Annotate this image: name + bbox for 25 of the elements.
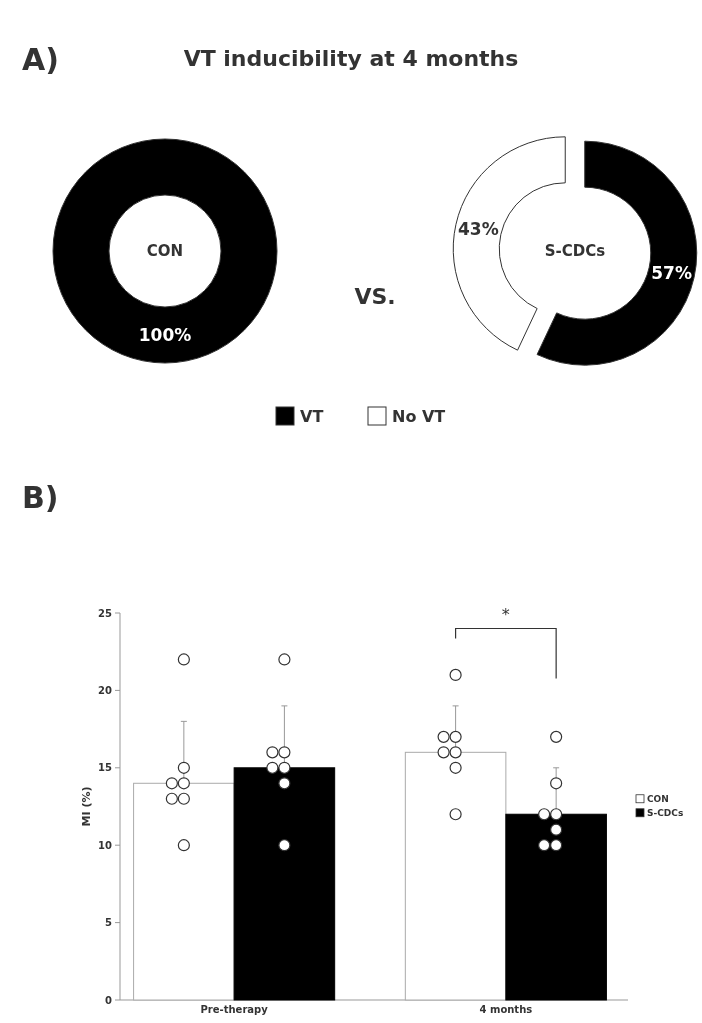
slice-label: CON bbox=[146, 242, 184, 261]
legend-label: S-CDCs bbox=[647, 807, 684, 818]
legend-label: VT bbox=[300, 406, 324, 426]
data-label: 57% bbox=[651, 262, 692, 283]
y-tick-label: 25 bbox=[98, 607, 113, 619]
bar bbox=[233, 767, 336, 1001]
data-label: 100% bbox=[138, 324, 192, 345]
y-tick-label: 20 bbox=[98, 684, 113, 696]
y-axis-title: MI (%) bbox=[80, 786, 93, 827]
y-tick-label: 0 bbox=[105, 994, 113, 1006]
text: B) bbox=[22, 480, 59, 515]
annotation: * bbox=[501, 605, 510, 625]
legend-label: No VT bbox=[392, 406, 446, 426]
x-tick-label: Pre-therapy bbox=[200, 1004, 269, 1015]
y-tick-label: 10 bbox=[98, 839, 113, 851]
text: VS. bbox=[354, 283, 396, 309]
x-tick-label: 4 months bbox=[479, 1004, 533, 1015]
data-label: 43% bbox=[458, 219, 499, 240]
text: A) bbox=[22, 42, 59, 77]
slice-label: S-CDCs bbox=[544, 242, 606, 261]
text: CON bbox=[647, 793, 669, 804]
y-tick-label: 5 bbox=[105, 917, 113, 929]
chart-title: VT inducibility at 4 months bbox=[183, 46, 519, 71]
bar bbox=[505, 813, 607, 1001]
y-tick-label: 15 bbox=[98, 762, 113, 774]
